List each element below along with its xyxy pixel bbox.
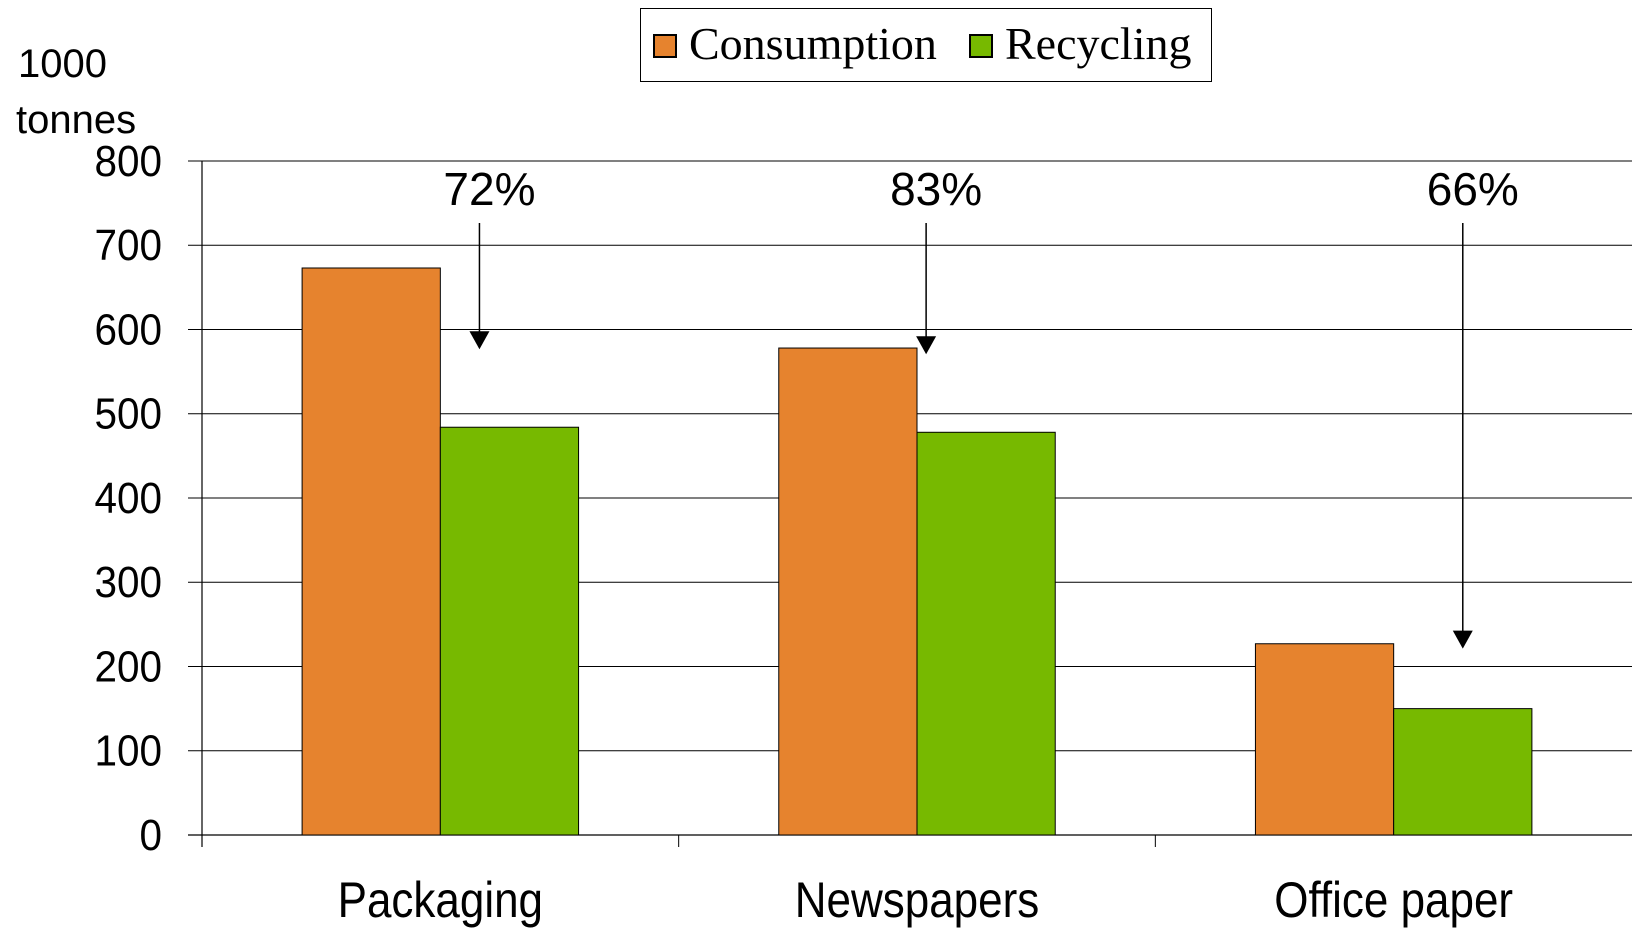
legend-swatch-consumption: [653, 34, 677, 58]
legend-swatch-recycling: [969, 34, 993, 58]
annotation-percent-label: 66%: [1427, 163, 1519, 215]
bar-recycling-packaging: [439, 426, 580, 836]
bar-recycling-office-paper: [1393, 708, 1533, 836]
bar-consumption-newspapers: [778, 347, 918, 836]
bar-consumption-packaging: [301, 267, 441, 836]
annotation-percent-label: 83%: [890, 163, 982, 215]
annotation-percent-label: 72%: [443, 163, 535, 215]
y-tick-label: 0: [139, 810, 162, 859]
bar-recycling-newspapers: [916, 431, 1056, 836]
bar-consumption-office-paper: [1254, 643, 1395, 836]
y-tick-label: 800: [94, 136, 162, 185]
y-axis-label-line-2: tonnes: [16, 98, 137, 142]
y-tick-label: 500: [94, 389, 162, 438]
annotation-arrow-head: [1452, 630, 1473, 649]
labels: 0 100 200 300 400 500 600 700 800 Packaging Newspa…: [94, 136, 1513, 927]
legend-label-recycling: Recycling: [1005, 18, 1192, 69]
x-category-label: Office paper: [1274, 871, 1513, 927]
y-tick-label: 100: [94, 726, 162, 775]
y-tick-label: 400: [94, 473, 162, 522]
y-tick-label: 200: [94, 642, 162, 691]
y-tick-label: 700: [94, 221, 162, 270]
annotation-arrow-head: [916, 336, 937, 355]
y-tick-label: 300: [94, 558, 162, 607]
annotation-arrow-head: [469, 331, 490, 350]
bars: [301, 267, 1533, 836]
legend-label-consumption: Consumption: [689, 18, 937, 69]
x-category-label: Newspapers: [795, 871, 1039, 927]
x-category-label: Packaging: [338, 871, 543, 927]
chart-legend: Consumption Recycling: [640, 8, 1212, 82]
annotations: 72% 83% 66%: [443, 163, 1519, 649]
y-tick-label: 600: [94, 305, 162, 354]
y-axis-label-line-1: 1000: [18, 42, 107, 86]
